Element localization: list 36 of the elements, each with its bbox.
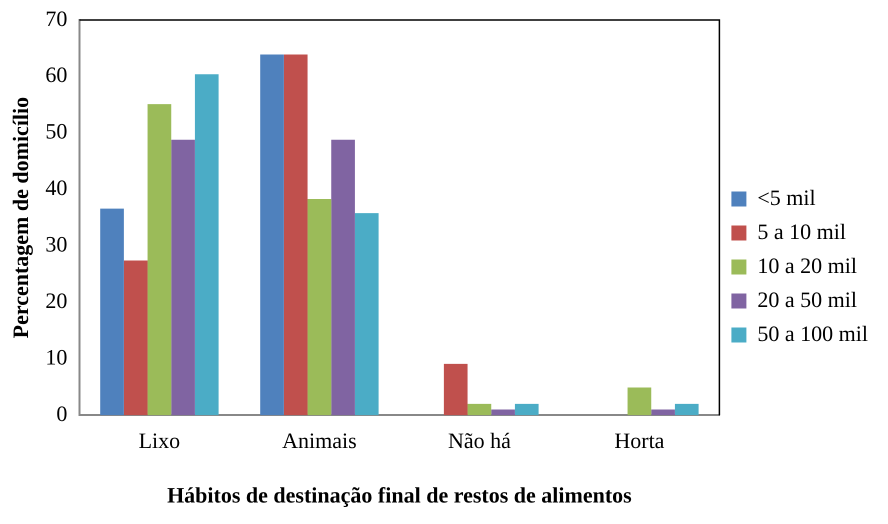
x-tick-label: Lixo: [138, 428, 180, 454]
y-tick-label: 10: [45, 344, 68, 370]
legend-label: 50 a 100 mil: [757, 320, 868, 346]
bar: [284, 54, 308, 416]
legend-label: <5 mil: [757, 184, 816, 210]
bar: [148, 104, 172, 416]
legend-label: 10 a 20 mil: [757, 252, 858, 278]
x-tick-label: Horta: [614, 428, 665, 454]
bar: [331, 140, 355, 416]
bar: [514, 404, 539, 416]
bar: [674, 404, 699, 416]
bar: [100, 208, 124, 416]
bar: [260, 54, 284, 416]
legend-label: 20 a 50 mil: [757, 286, 858, 312]
x-axis-title: Hábitos de destinação final de restos de alimentos: [167, 482, 632, 508]
y-tick-label: 20: [45, 288, 68, 314]
x-tick-label: Animais: [282, 428, 357, 454]
y-tick-label: 70: [45, 6, 68, 31]
bar: [444, 364, 468, 416]
bar: [308, 198, 332, 416]
y-tick-label: 0: [56, 400, 68, 426]
bar: [171, 140, 195, 416]
bar: [628, 388, 652, 416]
y-tick-label: 40: [45, 175, 68, 200]
bar: [354, 213, 379, 416]
bar: [651, 410, 675, 416]
y-axis-title: Percentagem de domicílio: [8, 96, 33, 338]
y-tick-label: 30: [45, 232, 68, 257]
bar: [124, 260, 148, 416]
legend-label: 5 a 10 mil: [757, 218, 846, 244]
x-tick-label: Não há: [448, 428, 512, 454]
y-tick-label: 50: [45, 118, 68, 144]
bar: [194, 74, 219, 416]
y-tick-label: 60: [45, 62, 68, 88]
bar: [491, 410, 515, 416]
bar: [468, 404, 492, 416]
